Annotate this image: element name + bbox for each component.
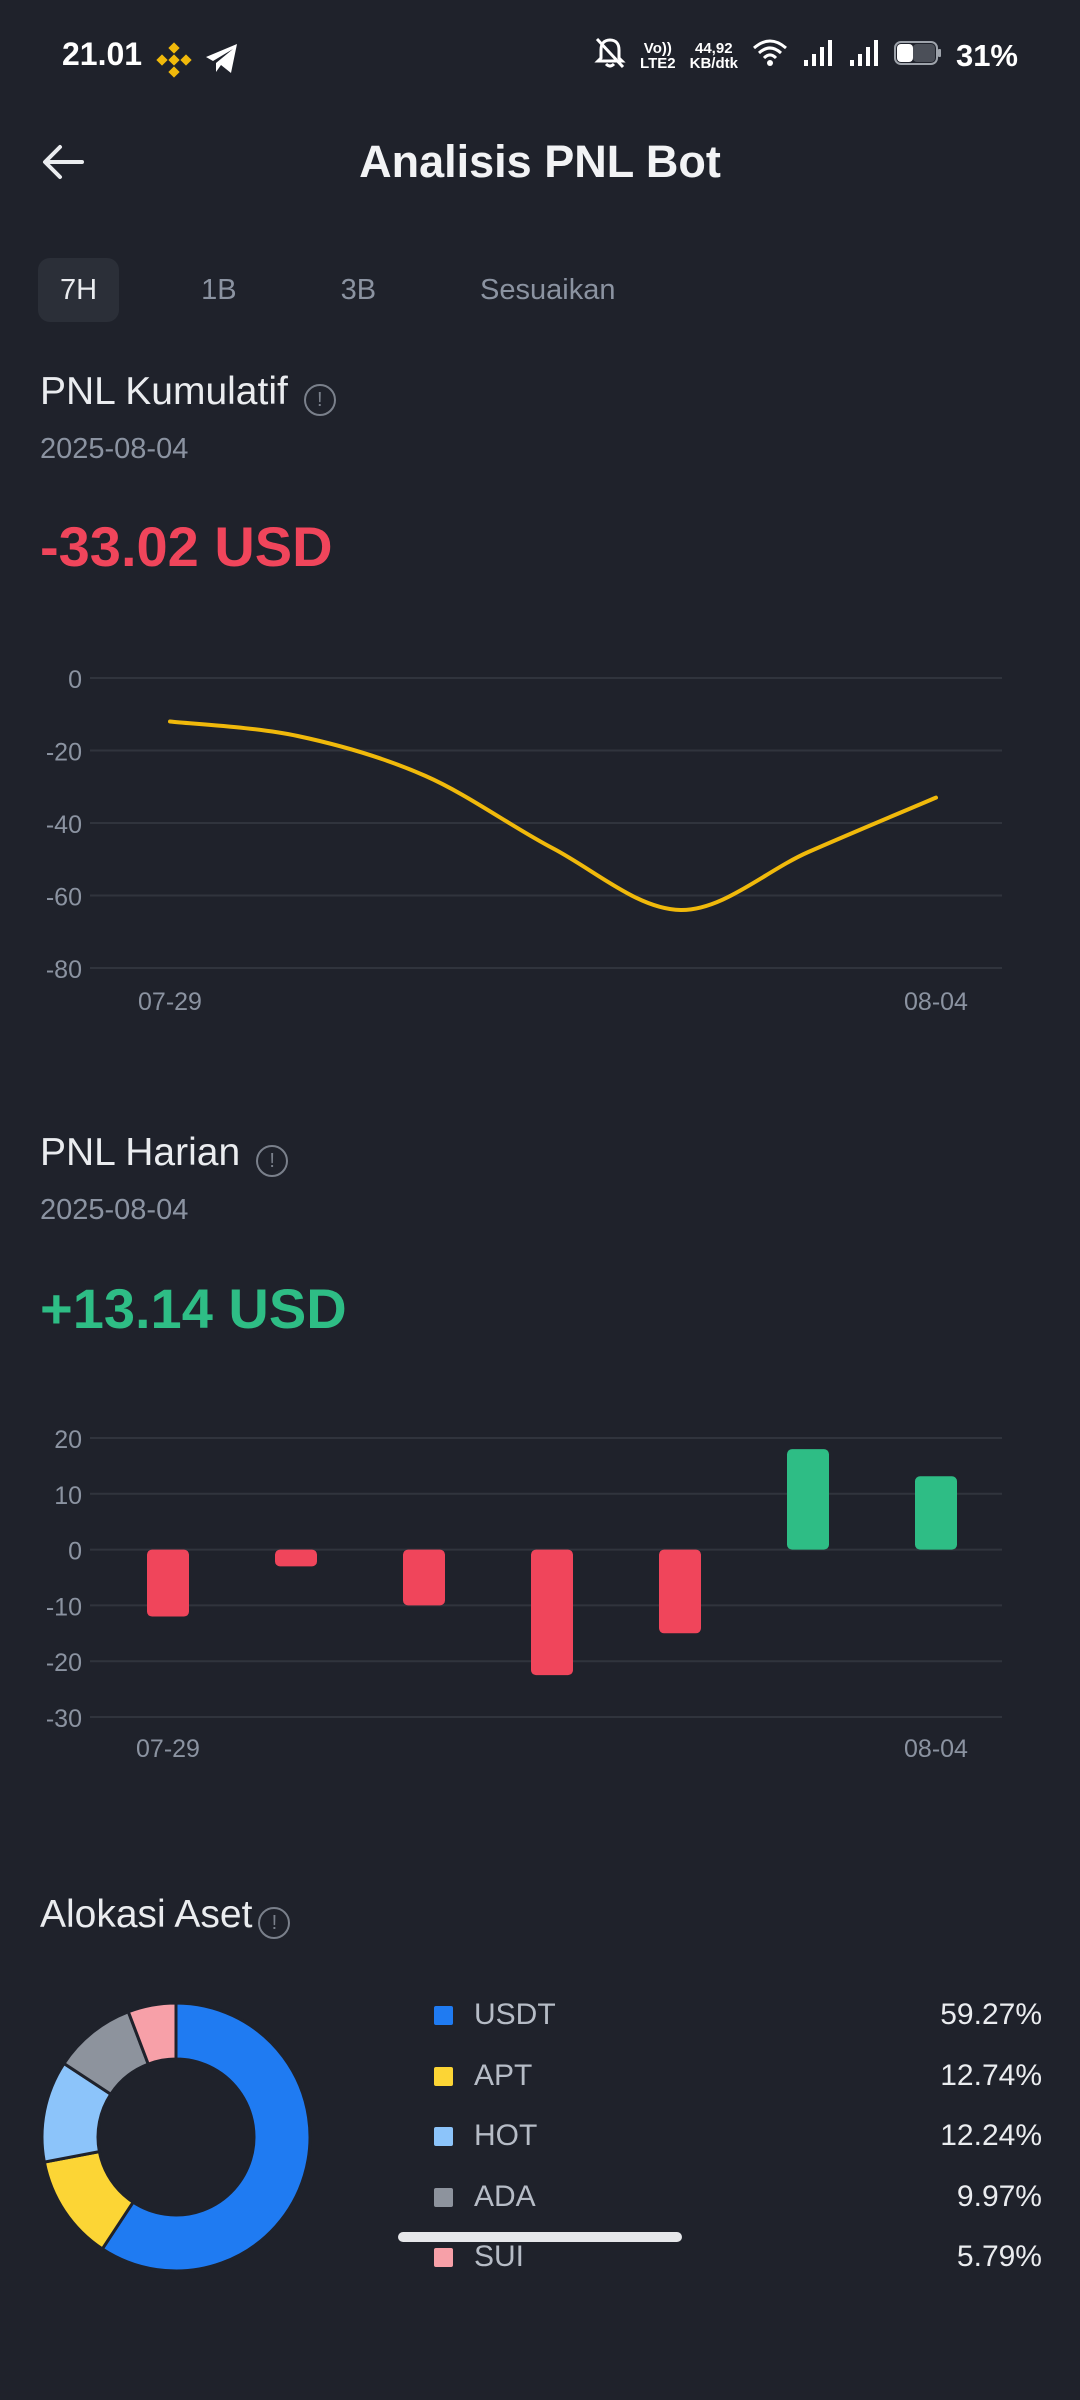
legend-percent: 12.24%: [940, 2119, 1042, 2152]
legend-item: USDT 59.27%: [434, 1996, 1042, 2036]
donut-slice-usdt: [100, 2001, 312, 2273]
status-time: 21.01: [62, 36, 143, 72]
allocation-donut-chart: [40, 2001, 312, 2273]
volte-indicator: Vo)) LTE2: [640, 39, 676, 72]
x-tick-label: 08-04: [904, 1735, 968, 1763]
legend-name: APT: [474, 2059, 533, 2092]
back-button[interactable]: [36, 132, 96, 192]
signal-icon: [802, 38, 834, 73]
y-tick-label: -40: [46, 811, 82, 839]
cumulative-pnl-value: -33.02 USD: [40, 515, 333, 578]
daily-pnl-bar: [275, 1549, 317, 1567]
cumulative-pnl-date: 2025-08-04: [40, 433, 189, 465]
period-tabs: 7H 1B 3B Sesuaikan: [38, 258, 697, 322]
legend-name: HOT: [474, 2119, 538, 2152]
tab-1b[interactable]: 1B: [201, 274, 237, 306]
wifi-icon: [752, 38, 788, 73]
daily-pnl-bar: [659, 1549, 701, 1634]
daily-pnl-header: PNL Harian!: [40, 1131, 289, 1177]
x-tick-label: 07-29: [138, 988, 202, 1016]
daily-pnl-value: +13.14 USD: [40, 1277, 347, 1340]
daily-pnl-chart: 20 10 0 -10 -20 -30 07-29 08-04: [46, 1426, 1002, 1763]
cumulative-pnl-chart: 0 -20 -40 -60 -80 07-29 08-04: [46, 666, 1002, 1016]
daily-pnl-bar: [787, 1449, 829, 1550]
donut-slice-sui: [126, 2001, 178, 2067]
cumulative-pnl-line: [168, 719, 938, 913]
daily-pnl-bar: [403, 1549, 445, 1606]
x-tick-label: 07-29: [136, 1735, 200, 1763]
daily-pnl-date: 2025-08-04: [40, 1194, 189, 1226]
legend-percent: 9.97%: [956, 2180, 1042, 2213]
y-tick-label: 10: [54, 1482, 82, 1510]
daily-pnl-bar: [531, 1549, 573, 1676]
network-speed: 44,92 KB/dtk: [689, 39, 738, 72]
legend-item: APT 12.74%: [434, 2057, 1042, 2097]
tab-sesuaikan[interactable]: Sesuaikan: [480, 274, 616, 306]
cumulative-pnl-header: PNL Kumulatif!: [40, 370, 336, 416]
home-indicator[interactable]: [398, 2232, 682, 2242]
telegram-icon: [204, 42, 240, 81]
y-tick-label: -10: [46, 1593, 82, 1621]
y-tick-label: 20: [54, 1426, 82, 1454]
battery-icon: [893, 40, 942, 71]
battery-percent: 31%: [955, 37, 1018, 73]
legend-swatch: [434, 2188, 453, 2207]
legend-percent: 12.74%: [940, 2059, 1042, 2092]
signal-icon: [848, 38, 880, 73]
legend-percent: 59.27%: [940, 1998, 1042, 2031]
y-tick-label: -60: [46, 884, 82, 912]
legend-name: ADA: [474, 2180, 536, 2213]
legend-swatch: [434, 2006, 453, 2025]
legend-item: ADA 9.97%: [434, 2178, 1042, 2218]
info-icon[interactable]: !: [303, 383, 336, 416]
y-tick-label: -20: [46, 1649, 82, 1677]
legend-percent: 5.79%: [956, 2240, 1042, 2273]
y-tick-label: -30: [46, 1705, 82, 1733]
y-tick-label: -80: [46, 956, 82, 984]
arrow-left-icon: [43, 145, 84, 179]
legend-swatch: [434, 2248, 453, 2267]
legend-item: SUI 5.79%: [434, 2238, 1042, 2278]
x-tick-label: 08-04: [904, 988, 968, 1016]
tab-7h[interactable]: 7H: [38, 258, 120, 322]
legend-item: HOT 12.24%: [434, 2117, 1042, 2157]
binance-icon: [154, 40, 194, 85]
allocation-header: Alokasi Aset!: [40, 1893, 291, 1939]
info-icon[interactable]: !: [258, 1906, 291, 1939]
daily-pnl-bar: [915, 1476, 957, 1550]
info-icon[interactable]: !: [256, 1144, 289, 1177]
legend-name: USDT: [474, 1998, 556, 2031]
mute-bell-icon: [594, 36, 626, 75]
y-tick-label: 0: [68, 1538, 82, 1566]
legend-swatch: [434, 2127, 453, 2146]
tab-3b[interactable]: 3B: [340, 274, 377, 306]
cumulative-pnl-title: PNL Kumulatif: [40, 370, 288, 413]
daily-pnl-title: PNL Harian: [40, 1131, 241, 1174]
y-tick-label: 0: [68, 666, 82, 694]
legend-name: SUI: [474, 2240, 525, 2273]
page-title: Analisis PNL Bot: [359, 136, 721, 187]
legend-swatch: [434, 2067, 453, 2086]
y-tick-label: -20: [46, 739, 82, 767]
allocation-title: Alokasi Aset: [40, 1893, 253, 1936]
daily-pnl-bar: [147, 1549, 189, 1617]
